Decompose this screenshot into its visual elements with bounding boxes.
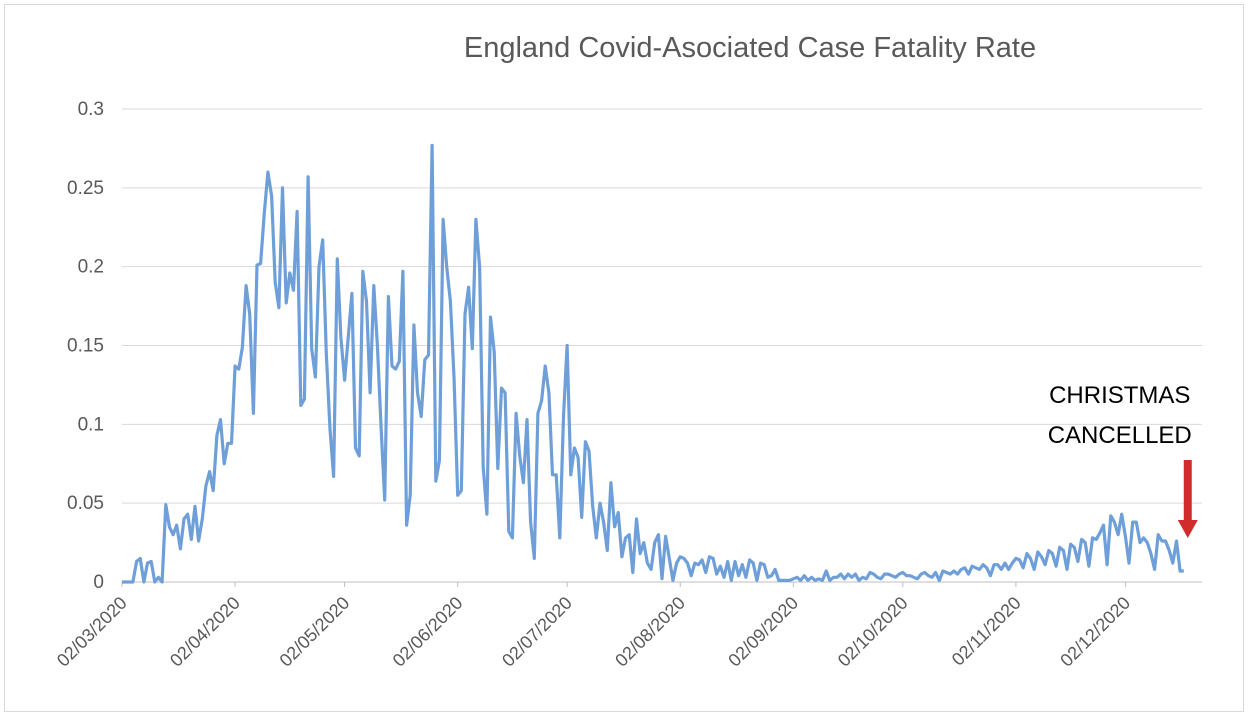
x-tick-label: 02/11/2020	[948, 593, 1025, 670]
y-tick-label: 0.25	[67, 178, 104, 199]
x-tick-label: 02/06/2020	[389, 593, 467, 671]
annotation: CHRISTMAS CANCELLED	[1048, 382, 1198, 538]
x-tick-label: 02/07/2020	[498, 593, 576, 671]
x-tick-label: 02/12/2020	[1056, 593, 1134, 671]
x-tick-label: 02/08/2020	[611, 593, 689, 671]
series-layer	[122, 143, 1184, 584]
y-tick-label: 0.1	[78, 414, 104, 435]
y-tick-label: 0	[93, 572, 104, 593]
series-line	[122, 143, 1184, 584]
x-tick-label: 02/04/2020	[166, 593, 244, 671]
y-axis-ticks: 0 0.05 0.1 0.15 0.2 0.25 0.3	[67, 99, 104, 593]
x-tick-label: 02/05/2020	[276, 593, 354, 671]
annotation-line-1: CHRISTMAS	[1049, 382, 1190, 409]
y-tick-label: 0.3	[78, 99, 104, 120]
y-tick-label: 0.15	[67, 336, 104, 357]
x-tick-label: 02/10/2020	[834, 593, 912, 671]
gridlines	[122, 108, 1202, 583]
annotation-line-2: CANCELLED	[1048, 422, 1192, 449]
x-axis-ticks: 02/03/2020 02/04/2020 02/05/2020 02/06/2020…	[53, 582, 1134, 671]
chart-frame	[4, 4, 1244, 712]
arrow-shaft	[1183, 460, 1192, 522]
y-tick-label: 0.2	[78, 257, 104, 278]
chart-title: England Covid-Asociated Case Fatality Ra…	[463, 32, 1037, 64]
y-tick-label: 0.05	[67, 493, 104, 514]
x-tick-label: 02/09/2020	[724, 593, 802, 671]
arrow-head	[1177, 520, 1198, 538]
x-tick-label: 02/03/2020	[53, 593, 131, 671]
